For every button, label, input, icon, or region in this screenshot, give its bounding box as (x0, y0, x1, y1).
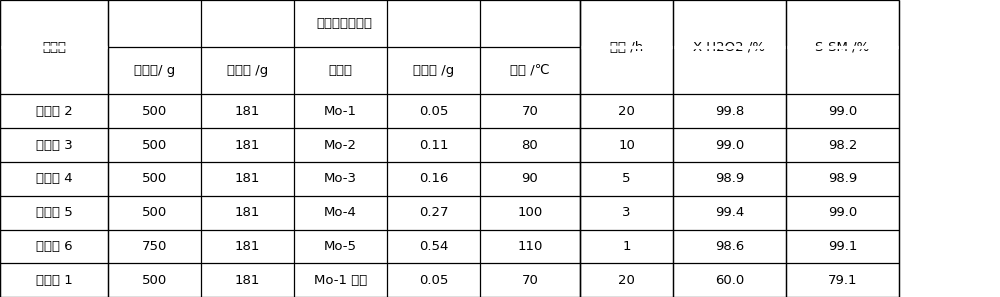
Text: 0.05: 0.05 (419, 105, 448, 118)
Text: 环氧化反应条件: 环氧化反应条件 (316, 17, 372, 30)
Text: 实施例 2: 实施例 2 (36, 105, 72, 118)
Text: 750: 750 (142, 240, 167, 253)
Text: 20: 20 (618, 105, 635, 118)
Text: 181: 181 (235, 274, 260, 287)
Text: 99.1: 99.1 (828, 240, 857, 253)
Text: 98.9: 98.9 (715, 172, 744, 185)
Text: 苯乙烯/ g: 苯乙烯/ g (134, 64, 175, 78)
Text: 10: 10 (618, 139, 635, 152)
Text: 500: 500 (142, 274, 167, 287)
Text: 实施例: 实施例 (42, 41, 66, 54)
Text: 实施例 4: 实施例 4 (36, 172, 72, 185)
Text: 对比例 1: 对比例 1 (36, 274, 72, 287)
Text: 500: 500 (142, 172, 167, 185)
Text: 90: 90 (522, 172, 538, 185)
Text: 0.11: 0.11 (419, 139, 448, 152)
Text: 98.2: 98.2 (828, 139, 857, 152)
Text: 100: 100 (517, 206, 543, 219)
Text: 70: 70 (522, 274, 538, 287)
Text: 催化剂: 催化剂 (328, 64, 352, 78)
Text: 500: 500 (142, 105, 167, 118)
Text: 实施例 6: 实施例 6 (36, 240, 72, 253)
Text: Mo-5: Mo-5 (324, 240, 357, 253)
Text: 79.1: 79.1 (828, 274, 857, 287)
Text: 催化剂 /g: 催化剂 /g (413, 64, 454, 78)
Text: Mo-1 前体: Mo-1 前体 (314, 274, 367, 287)
Text: 181: 181 (235, 240, 260, 253)
Text: 181: 181 (235, 105, 260, 118)
Text: Mo-1: Mo-1 (324, 105, 357, 118)
Text: 70: 70 (522, 105, 538, 118)
Text: 时间 /h: 时间 /h (610, 41, 643, 54)
Text: 20: 20 (618, 274, 635, 287)
Text: 98.6: 98.6 (715, 240, 744, 253)
Text: 实施例 3: 实施例 3 (36, 139, 72, 152)
Text: 181: 181 (235, 139, 260, 152)
Text: 60.0: 60.0 (715, 274, 744, 287)
Text: 0.54: 0.54 (419, 240, 448, 253)
Text: 500: 500 (142, 139, 167, 152)
Text: 0.27: 0.27 (419, 206, 448, 219)
Text: 0.05: 0.05 (419, 274, 448, 287)
Text: 181: 181 (235, 172, 260, 185)
Text: Mo-4: Mo-4 (324, 206, 357, 219)
Text: X-H2O2 /%: X-H2O2 /% (693, 41, 765, 54)
Text: 99.4: 99.4 (715, 206, 744, 219)
Text: 实施例 5: 实施例 5 (36, 206, 72, 219)
Text: 98.9: 98.9 (828, 172, 857, 185)
Text: Mo-2: Mo-2 (324, 139, 357, 152)
Text: 99.8: 99.8 (715, 105, 744, 118)
Text: 5: 5 (622, 172, 631, 185)
Text: 0.16: 0.16 (419, 172, 448, 185)
Text: 80: 80 (522, 139, 538, 152)
Text: 99.0: 99.0 (828, 206, 857, 219)
Text: 110: 110 (517, 240, 543, 253)
Text: 500: 500 (142, 206, 167, 219)
Text: 3: 3 (622, 206, 631, 219)
Text: 温度 /℃: 温度 /℃ (510, 64, 550, 78)
Text: 双氧水 /g: 双氧水 /g (227, 64, 268, 78)
Text: Mo-3: Mo-3 (324, 172, 357, 185)
Text: 99.0: 99.0 (828, 105, 857, 118)
Text: 99.0: 99.0 (715, 139, 744, 152)
Text: 181: 181 (235, 206, 260, 219)
Text: 1: 1 (622, 240, 631, 253)
Text: S-SM /%: S-SM /% (815, 41, 870, 54)
